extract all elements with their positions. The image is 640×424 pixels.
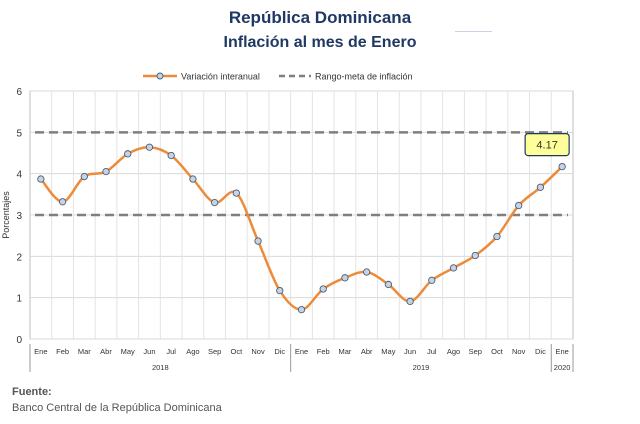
x-tick-label: Abr: [100, 347, 112, 356]
x-tick-label: Ene: [295, 347, 308, 356]
x-tick-label: Ene: [555, 347, 568, 356]
data-point: [102, 167, 110, 176]
x-tick-label: Mar: [338, 347, 351, 356]
y-tick-label: 6: [16, 87, 22, 98]
data-point: [428, 276, 436, 284]
data-point: [406, 297, 414, 306]
data-point: [232, 189, 240, 197]
x-tick-label: Oct: [491, 347, 504, 356]
source-heading: Fuente:: [12, 386, 52, 398]
x-tick-label: Oct: [231, 347, 244, 356]
chart-title: República Dominicana: [228, 8, 412, 27]
data-point: [384, 280, 393, 289]
x-tick-label: May: [121, 347, 135, 356]
series-line-variacion: [39, 145, 564, 311]
data-point: [210, 198, 219, 207]
x-tick-label: Nov: [512, 347, 526, 356]
data-point: [189, 175, 197, 183]
x-tick-label: Ago: [186, 347, 199, 356]
year-label: 2020: [554, 363, 571, 372]
x-tick-label: Dic: [274, 347, 285, 356]
y-tick-label: 1: [16, 294, 22, 305]
y-tick-label: 5: [16, 128, 22, 139]
data-point: [558, 162, 566, 171]
chart-subtitle: Inflación al mes de Enero: [223, 34, 417, 51]
x-tick-label: Nov: [251, 347, 265, 356]
data-point: [297, 306, 306, 314]
y-tick-label: 0: [16, 335, 22, 346]
data-point: [254, 237, 262, 245]
year-label: 2019: [413, 363, 430, 372]
x-tick-label: Dic: [535, 347, 546, 356]
data-point: [80, 172, 88, 181]
data-point: [124, 150, 132, 158]
x-tick-label: May: [381, 347, 395, 356]
data-point: [58, 198, 67, 206]
year-label: 2018: [152, 363, 169, 372]
x-tick-label: Ago: [447, 347, 460, 356]
x-tick-label: Abr: [361, 347, 373, 356]
x-tick-label: Feb: [56, 347, 69, 356]
source-text: Banco Central de la República Dominicana: [12, 402, 222, 414]
y-axis-label: Porcentajes: [1, 191, 11, 239]
annotation-box: [524, 133, 570, 157]
data-point: [449, 264, 458, 272]
data-point: [536, 183, 545, 191]
data-point: [319, 285, 327, 293]
y-tick-label: 2: [16, 252, 22, 263]
title-underline: [455, 31, 492, 32]
data-point: [493, 232, 501, 241]
data-point: [341, 274, 349, 282]
data-point: [515, 201, 523, 210]
x-tick-label: Jun: [404, 347, 416, 356]
x-tick-label: Sep: [469, 347, 482, 356]
data-point: [471, 251, 479, 260]
x-tick-label: Jul: [166, 347, 176, 356]
x-tick-label: Sep: [208, 347, 221, 356]
data-point: [276, 286, 284, 295]
x-tick-label: Jun: [143, 347, 155, 356]
x-tick-label: Feb: [317, 347, 330, 356]
data-point: [167, 151, 175, 160]
legend-label-variacion: Variación interanual: [181, 72, 260, 82]
data-point: [363, 268, 371, 276]
data-point: [37, 175, 45, 183]
legend-marker-variacion: [156, 72, 164, 80]
x-tick-label: Ene: [34, 347, 47, 356]
data-point: [145, 143, 154, 151]
x-tick-label: Jul: [427, 347, 437, 356]
legend-label-rango: Rango-meta de inflación: [315, 72, 413, 82]
y-tick-label: 4: [16, 170, 22, 181]
annotation-label: 4.17: [536, 140, 557, 152]
y-tick-label: 3: [16, 211, 22, 222]
x-tick-label: Mar: [78, 347, 91, 356]
